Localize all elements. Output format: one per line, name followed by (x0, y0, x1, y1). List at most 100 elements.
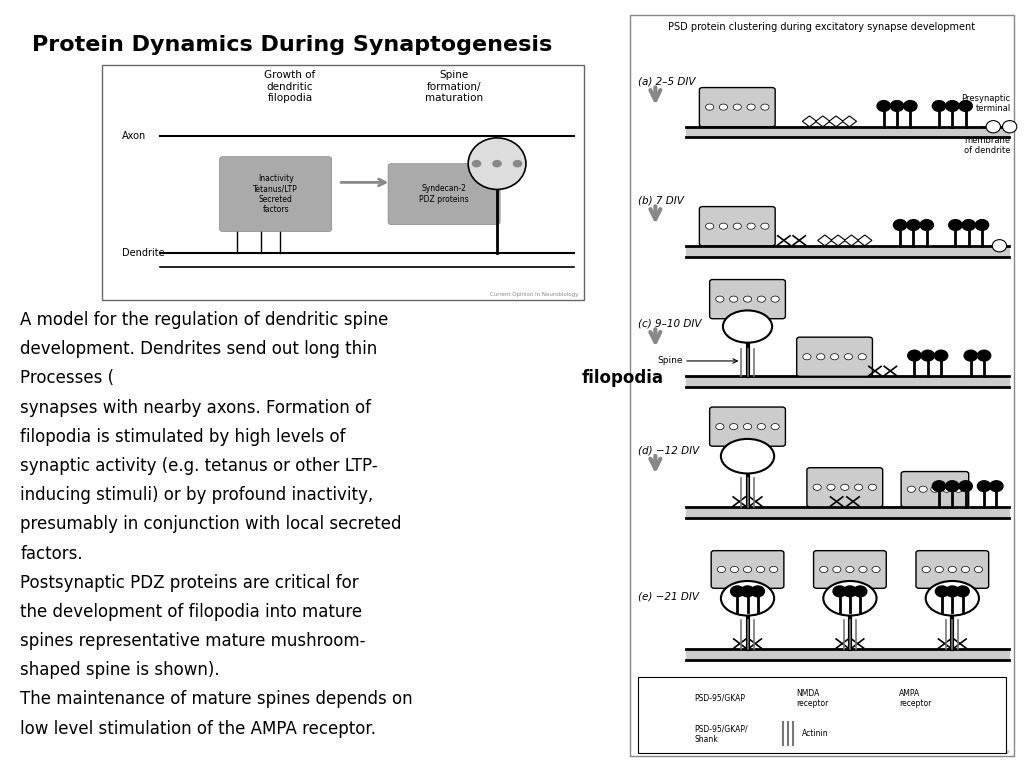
Ellipse shape (877, 101, 890, 111)
Polygon shape (816, 116, 830, 127)
Circle shape (730, 567, 738, 573)
Circle shape (931, 486, 939, 492)
Ellipse shape (932, 101, 946, 111)
Text: Postsynaptic PDZ proteins are critical for: Postsynaptic PDZ proteins are critical f… (20, 574, 359, 591)
Ellipse shape (834, 586, 846, 597)
Bar (638, 677, 1006, 753)
Circle shape (716, 296, 724, 303)
Text: Protein Dynamics During Synaptogenesis: Protein Dynamics During Synaptogenesis (32, 35, 552, 55)
Ellipse shape (956, 586, 969, 597)
Ellipse shape (880, 692, 894, 704)
Ellipse shape (926, 581, 979, 616)
Ellipse shape (959, 481, 973, 492)
Ellipse shape (904, 101, 918, 111)
Ellipse shape (962, 220, 975, 230)
Circle shape (907, 486, 915, 492)
Text: synapses with nearby axons. Formation of: synapses with nearby axons. Formation of (20, 399, 372, 416)
Text: presumably in conjunction with local secreted: presumably in conjunction with local sec… (20, 515, 402, 533)
Text: Spine
formation/
maturation: Spine formation/ maturation (425, 70, 482, 103)
Text: (a) 2–5 DIV: (a) 2–5 DIV (638, 77, 695, 87)
Circle shape (858, 353, 866, 359)
Text: Syndecan-2
PDZ proteins: Syndecan-2 PDZ proteins (419, 184, 469, 204)
FancyBboxPatch shape (388, 164, 500, 224)
Circle shape (935, 567, 943, 573)
Ellipse shape (468, 138, 526, 190)
Ellipse shape (921, 350, 934, 361)
Circle shape (943, 486, 951, 492)
Text: Presynaptic
terminal: Presynaptic terminal (962, 94, 1011, 114)
Ellipse shape (721, 581, 774, 616)
Ellipse shape (965, 350, 977, 361)
Text: Processes (: Processes ( (20, 369, 115, 387)
Circle shape (868, 484, 877, 490)
Circle shape (761, 104, 769, 111)
Circle shape (846, 567, 854, 573)
Ellipse shape (893, 220, 907, 230)
Text: Spine: Spine (657, 356, 683, 366)
Ellipse shape (752, 586, 764, 597)
Ellipse shape (992, 240, 1007, 252)
Text: PSD-95/GKAP/
Shank: PSD-95/GKAP/ Shank (694, 724, 748, 743)
Circle shape (472, 161, 480, 167)
FancyBboxPatch shape (710, 407, 785, 446)
Circle shape (974, 567, 982, 573)
Ellipse shape (936, 586, 948, 597)
Ellipse shape (945, 481, 958, 492)
Ellipse shape (823, 581, 877, 616)
Text: factors.: factors. (20, 545, 83, 562)
Text: filopodia: filopodia (582, 369, 664, 387)
Circle shape (733, 223, 741, 229)
Circle shape (757, 567, 765, 573)
Polygon shape (858, 235, 872, 246)
Ellipse shape (844, 586, 856, 597)
Text: shaped spine is shown).: shaped spine is shown). (20, 661, 220, 679)
Text: Axon: Axon (122, 131, 145, 141)
Circle shape (729, 424, 737, 430)
Circle shape (948, 567, 956, 573)
Ellipse shape (986, 121, 1000, 133)
FancyBboxPatch shape (710, 280, 785, 319)
FancyBboxPatch shape (915, 551, 989, 588)
Text: NMDA
receptor: NMDA receptor (796, 689, 828, 708)
Polygon shape (817, 235, 831, 246)
FancyBboxPatch shape (797, 337, 872, 376)
Circle shape (729, 296, 737, 303)
Text: A model for the regulation of dendritic spine: A model for the regulation of dendritic … (20, 311, 389, 329)
Circle shape (954, 486, 963, 492)
Circle shape (819, 567, 827, 573)
Circle shape (813, 484, 821, 490)
Circle shape (493, 161, 501, 167)
Ellipse shape (977, 350, 990, 361)
Text: Actinin: Actinin (802, 730, 828, 738)
Ellipse shape (959, 101, 973, 111)
Text: The maintenance of mature spines depends on: The maintenance of mature spines depends… (20, 690, 413, 708)
Circle shape (771, 424, 779, 430)
Ellipse shape (977, 481, 990, 492)
FancyBboxPatch shape (699, 207, 775, 246)
Circle shape (803, 353, 811, 359)
Circle shape (706, 223, 714, 229)
Ellipse shape (935, 350, 948, 361)
Circle shape (719, 223, 727, 229)
Polygon shape (831, 235, 846, 246)
Ellipse shape (854, 586, 866, 597)
Ellipse shape (779, 681, 793, 692)
Circle shape (833, 567, 841, 573)
FancyBboxPatch shape (699, 88, 775, 127)
Text: low level stimulation of the AMPA receptor.: low level stimulation of the AMPA recept… (20, 720, 377, 737)
Text: Current Opinion in Neurobiology: Current Opinion in Neurobiology (490, 292, 579, 297)
Circle shape (717, 567, 725, 573)
Circle shape (922, 567, 931, 573)
Circle shape (830, 353, 839, 359)
Circle shape (748, 104, 756, 111)
Polygon shape (671, 693, 685, 703)
Circle shape (743, 424, 752, 430)
Ellipse shape (945, 586, 958, 597)
Ellipse shape (989, 481, 1002, 492)
Circle shape (844, 353, 852, 359)
Circle shape (816, 353, 824, 359)
Text: Growth of
dendritic
filopodia: Growth of dendritic filopodia (264, 70, 315, 103)
Text: PSD-95/GKAP: PSD-95/GKAP (694, 694, 745, 703)
Polygon shape (829, 116, 844, 127)
Circle shape (743, 567, 752, 573)
